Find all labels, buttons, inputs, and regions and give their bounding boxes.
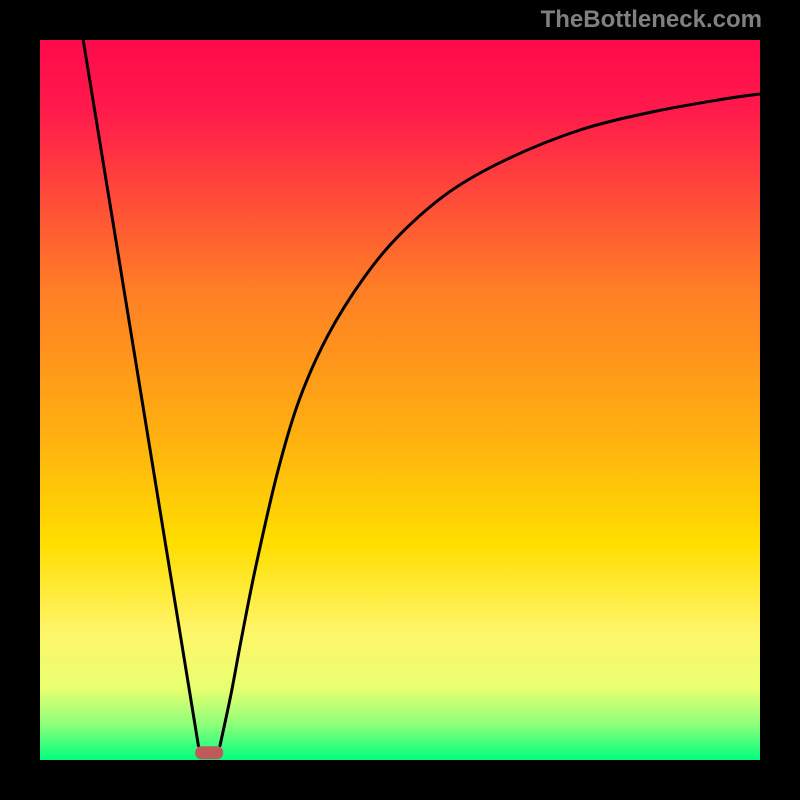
curve-layer	[40, 40, 760, 760]
marker-bottom-dot	[195, 746, 223, 759]
curve-right-curve	[220, 94, 760, 746]
chart-container: TheBottleneck.com	[0, 0, 800, 800]
curve-left-line	[83, 40, 198, 746]
watermark-text: TheBottleneck.com	[541, 6, 762, 34]
plot-area	[40, 40, 760, 760]
